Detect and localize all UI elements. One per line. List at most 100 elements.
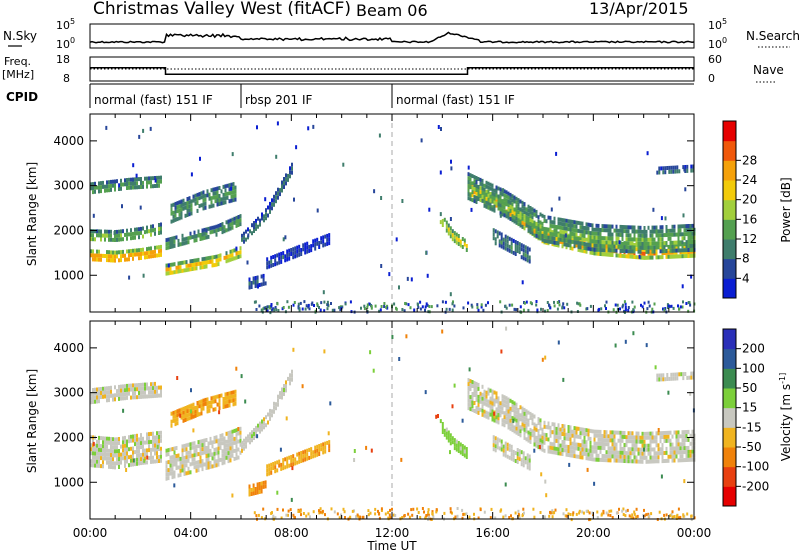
heatmap-cell xyxy=(139,205,142,210)
heatmap-cell xyxy=(589,304,592,308)
heatmap-cell xyxy=(215,447,218,452)
heatmap-cell xyxy=(577,236,580,241)
heatmap-cell xyxy=(544,309,546,313)
heatmap-cell xyxy=(659,431,662,436)
heatmap-cell xyxy=(445,224,448,229)
heatmap-cell xyxy=(445,307,448,311)
heatmap-cell xyxy=(513,405,516,410)
heatmap-cell xyxy=(193,453,196,458)
heatmap-cell xyxy=(595,449,598,454)
heatmap-cell xyxy=(110,237,112,242)
heatmap-cell xyxy=(529,218,532,222)
heatmap-cell xyxy=(465,447,468,451)
heatmap-cell xyxy=(152,184,154,189)
heatmap-cell xyxy=(235,251,238,256)
heatmap-cell xyxy=(519,223,522,228)
heatmap-cell xyxy=(231,449,234,454)
heatmap-cell xyxy=(98,455,100,460)
heatmap-cell xyxy=(235,436,238,441)
heatmap-cell xyxy=(475,180,478,184)
heatmap-cell xyxy=(207,256,210,261)
heatmap-cell xyxy=(595,231,598,236)
heatmap-cell xyxy=(205,450,208,454)
heatmap-cell xyxy=(152,224,154,229)
heatmap-cell xyxy=(493,200,496,205)
heatmap-cell xyxy=(272,263,275,267)
heatmap-cell xyxy=(120,456,122,461)
heatmap-cell xyxy=(641,237,644,242)
heatmap-cell xyxy=(165,271,168,276)
heatmap-cell xyxy=(551,430,554,435)
heatmap-cell xyxy=(631,300,634,304)
heatmap-cell xyxy=(557,443,560,448)
heatmap-cell xyxy=(687,236,690,240)
heatmap-cell xyxy=(108,237,110,242)
heatmap-cell xyxy=(619,430,622,435)
heatmap-cell xyxy=(177,473,180,478)
heatmap-cell xyxy=(202,206,205,211)
heatmap-cell xyxy=(669,450,672,455)
heatmap-cell xyxy=(128,387,130,392)
heatmap-cell xyxy=(533,430,536,435)
heatmap-cell xyxy=(383,305,386,308)
heatmap-cell xyxy=(657,241,660,246)
heatmap-cell xyxy=(533,448,536,453)
heatmap-cell xyxy=(667,244,670,249)
heatmap-cell xyxy=(616,307,619,311)
heatmap-cell xyxy=(417,305,420,309)
heatmap-cell xyxy=(209,448,212,453)
heatmap-cell xyxy=(112,453,114,458)
heatmap-cell xyxy=(306,456,309,461)
heatmap-cell xyxy=(210,204,213,209)
heatmap-cell xyxy=(593,449,596,454)
heatmap-cell xyxy=(441,223,444,227)
heatmap-cell xyxy=(649,241,652,246)
heatmap-cell xyxy=(302,247,305,252)
heatmap-cell xyxy=(210,188,213,193)
heatmap-cell xyxy=(277,402,279,407)
heatmap-cell xyxy=(183,237,186,242)
heatmap-cell xyxy=(520,450,523,455)
heatmap-cell xyxy=(213,447,216,452)
heatmap-cell xyxy=(225,251,228,256)
heatmap-cell xyxy=(96,459,98,464)
heatmap-cell xyxy=(453,231,456,236)
heatmap-cell xyxy=(260,308,263,312)
heatmap-cell xyxy=(239,222,242,227)
heatmap-cell xyxy=(312,124,315,129)
heatmap-cell xyxy=(132,248,134,253)
heatmap-cell xyxy=(679,458,682,463)
heatmap-cell xyxy=(499,213,502,218)
heatmap-cell xyxy=(595,441,598,446)
heatmap-cell xyxy=(608,509,611,513)
heatmap-cell xyxy=(261,212,263,217)
heatmap-cell xyxy=(489,396,492,401)
heatmap-cell xyxy=(112,397,114,402)
heatmap-cell xyxy=(509,414,512,419)
heatmap-cell xyxy=(591,231,594,236)
heatmap-cell xyxy=(260,489,263,494)
heatmap-cell xyxy=(469,379,472,384)
heatmap-cell xyxy=(275,402,277,407)
heatmap-cell xyxy=(645,455,648,460)
heatmap-cell xyxy=(154,451,156,456)
heatmap-cell xyxy=(144,255,146,260)
heatmap-cell xyxy=(231,217,234,222)
heatmap-cell xyxy=(689,457,692,462)
heatmap-cell xyxy=(143,458,146,463)
heatmap-cell xyxy=(190,199,193,204)
heatmap-cell xyxy=(483,389,486,394)
heatmap-cell xyxy=(132,181,134,186)
heatmap-cell xyxy=(649,255,652,260)
heatmap-cell xyxy=(623,451,626,455)
heatmap-cell xyxy=(144,176,146,181)
heatmap-cell xyxy=(298,252,301,257)
heatmap-cell xyxy=(691,445,694,450)
heatmap-cell xyxy=(494,516,497,520)
heatmap-cell xyxy=(243,438,245,443)
heatmap-cell xyxy=(272,514,275,518)
heatmap-cell xyxy=(266,261,269,266)
heatmap-cell xyxy=(98,391,100,396)
heatmap-cell xyxy=(650,512,653,516)
heatmap-cell xyxy=(300,248,303,252)
